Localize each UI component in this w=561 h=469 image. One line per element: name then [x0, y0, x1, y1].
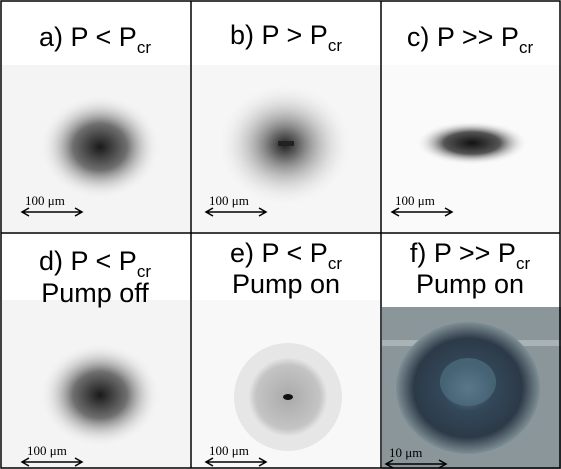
panel-label: d) P < Pcr [39, 246, 151, 281]
panel-label: f) P >> Pcr [410, 238, 531, 273]
panel-label-line2: Pump on [232, 269, 340, 299]
scale-label: 10 μm [389, 445, 422, 460]
panel-label: b) P > Pcr [230, 20, 342, 55]
scale-label: 100 μm [25, 193, 65, 208]
panel-label: c) P >> Pcr [407, 22, 534, 57]
scale-label: 100 μm [27, 443, 67, 458]
panel-label: e) P < Pcr [230, 238, 342, 273]
panel-label: a) P < Pcr [39, 22, 151, 57]
scale-label: 100 μm [395, 193, 435, 208]
panel-label-line2: Pump off [41, 278, 149, 308]
scale-label: 100 μm [209, 193, 249, 208]
scale-label: 100 μm [209, 443, 249, 458]
figure: a) P < Pcr b) P > Pcr c) P >> Pcr d) P <… [0, 0, 561, 469]
panel-label-line2: Pump on [416, 269, 524, 299]
